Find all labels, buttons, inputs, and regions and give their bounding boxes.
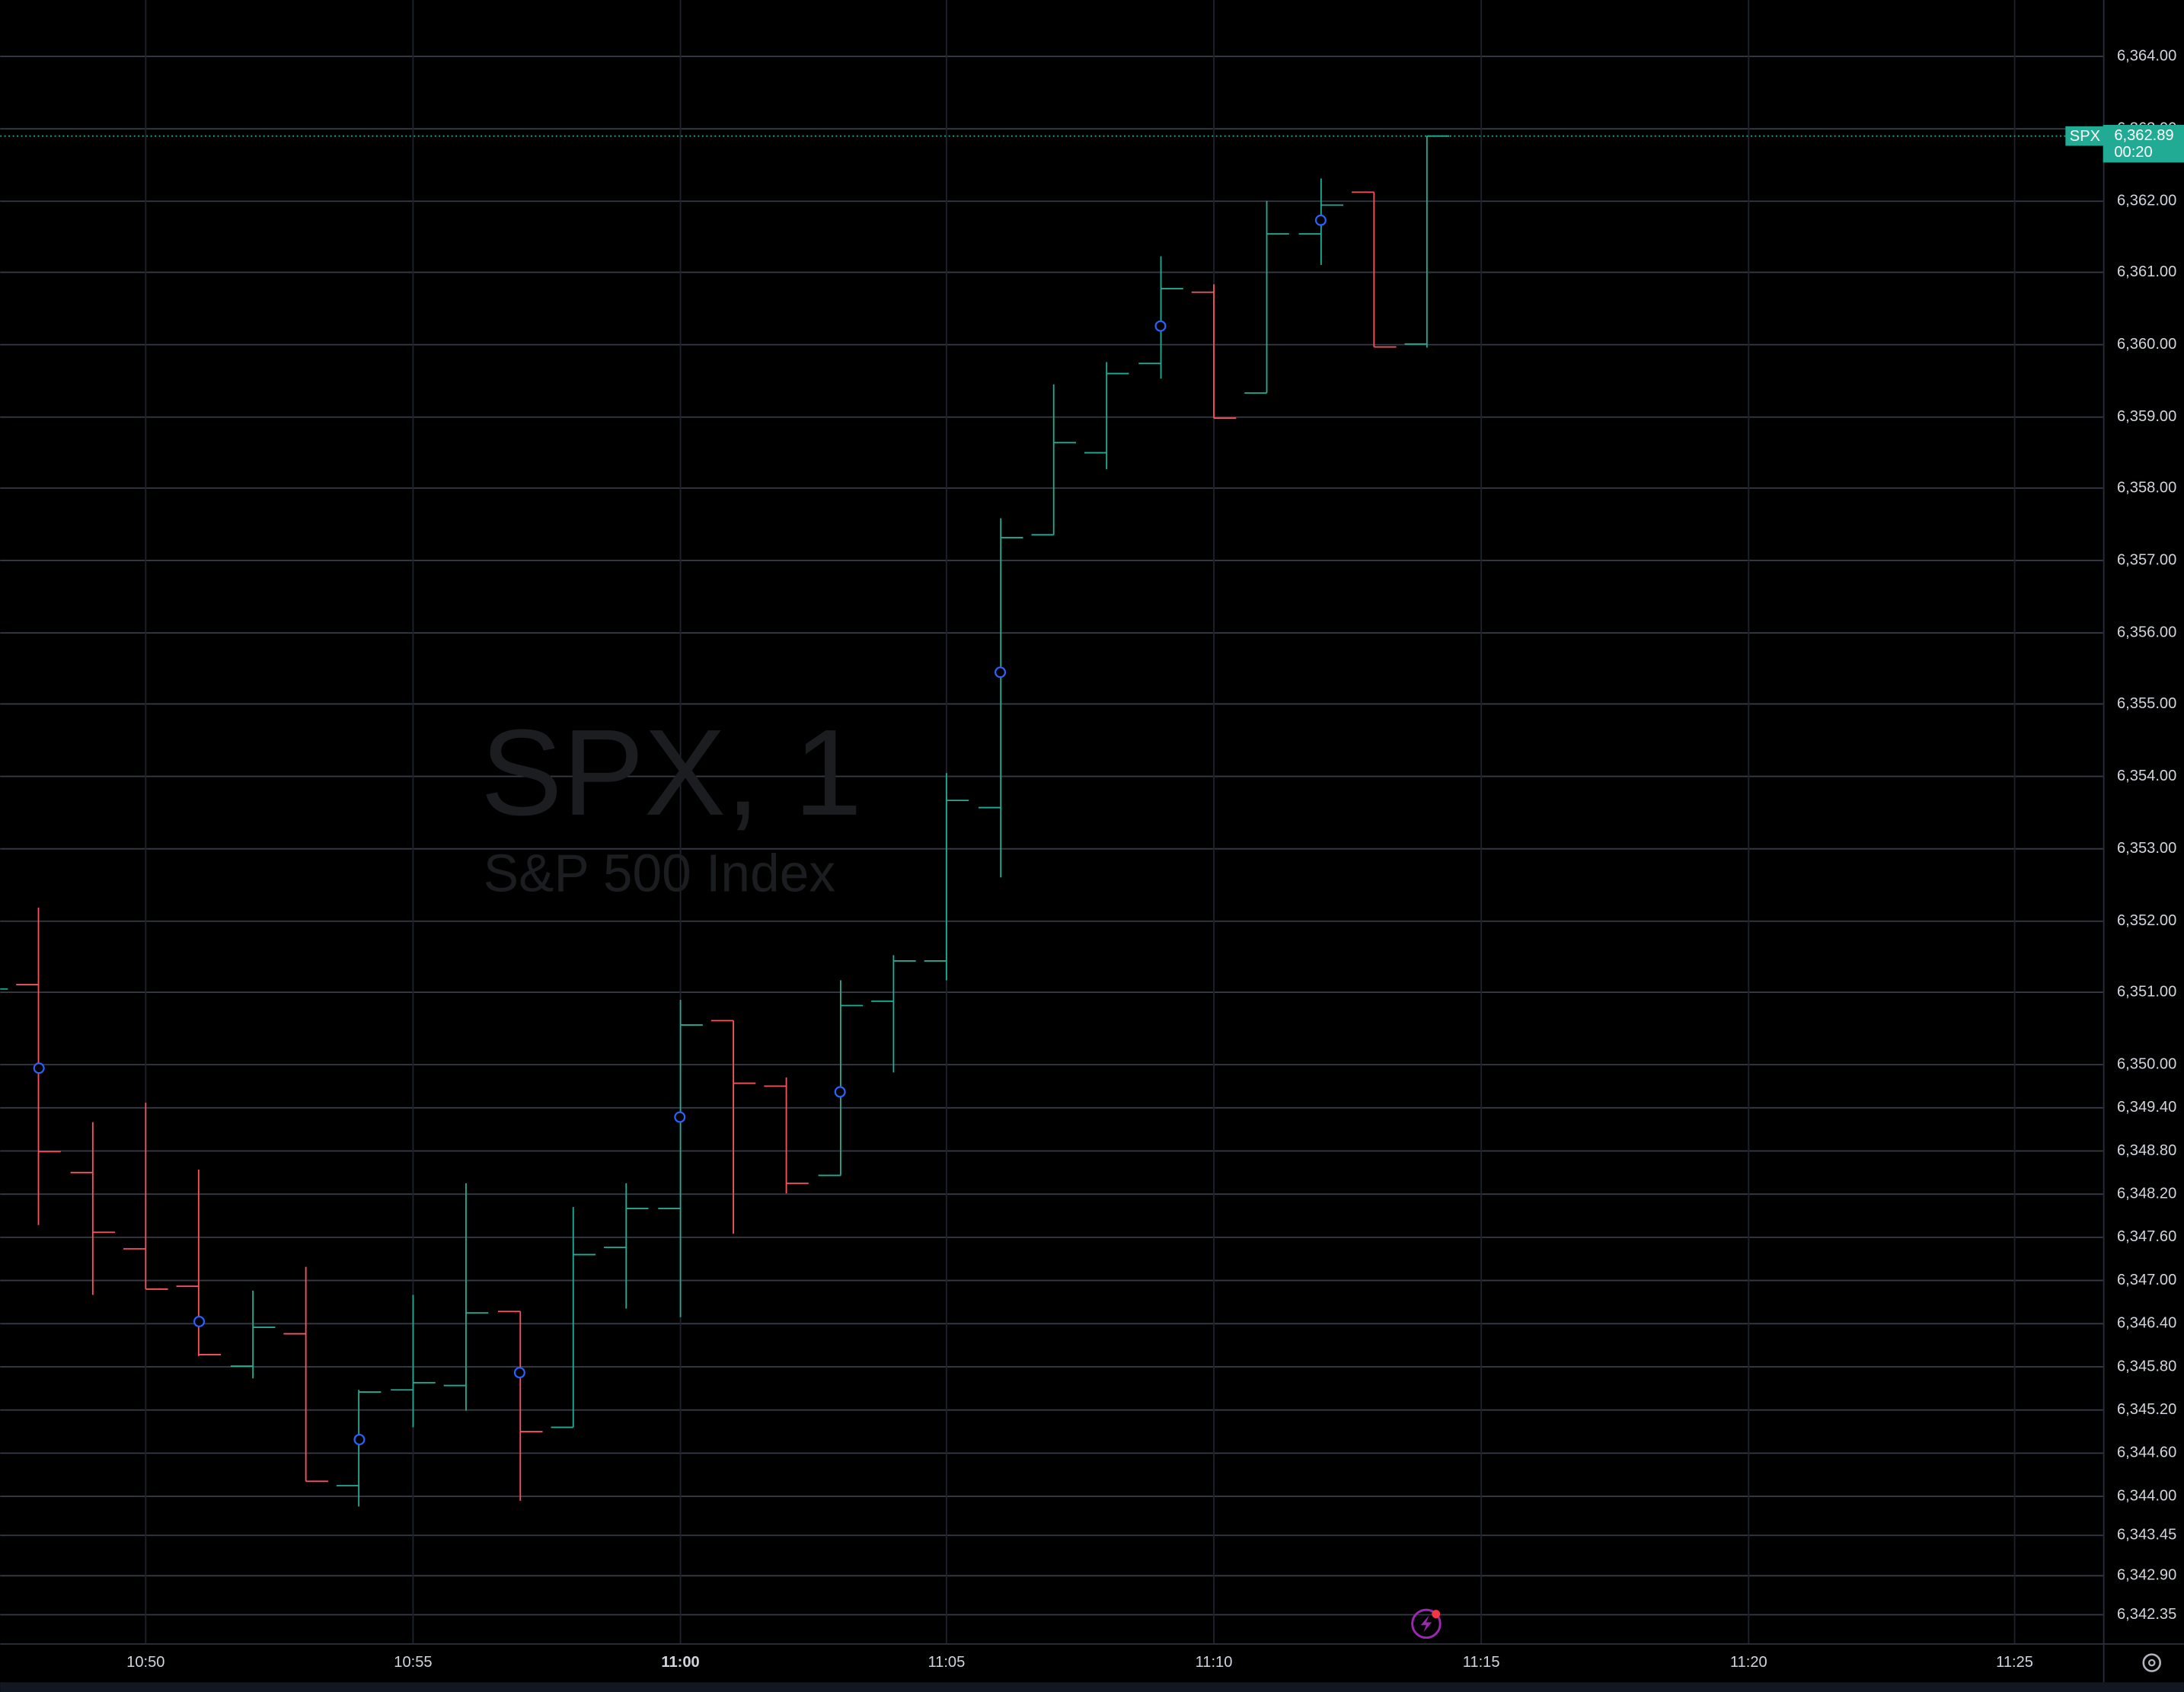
ohlc-bar xyxy=(498,1311,543,1501)
y-tick-label: 6,357.00 xyxy=(2117,551,2176,568)
axes: 6,342.35 6,342.90 6,343.45 6,344.00 6,344.60… xyxy=(126,47,2184,1671)
gear-center xyxy=(2147,1658,2156,1667)
watermark-subtitle: S&P 500 Index xyxy=(484,843,835,902)
y-tick-label: 6,355.00 xyxy=(2117,695,2176,712)
y-tick-label: 6,358.00 xyxy=(2117,479,2176,496)
y-tick-label: 6,342.35 xyxy=(2117,1606,2176,1623)
y-tick-label: 6,346.40 xyxy=(2117,1315,2176,1332)
ohlc-bar xyxy=(443,1183,489,1411)
notification-dot xyxy=(1432,1610,1441,1619)
lightning-button[interactable] xyxy=(1411,1608,1442,1639)
ohlc-bar xyxy=(391,1295,436,1428)
marker xyxy=(834,1086,846,1098)
ohlc-bar xyxy=(658,999,703,1317)
y-tick-label: 6,364.00 xyxy=(2117,47,2176,64)
marker xyxy=(33,1062,45,1074)
y-tick-label: 6,348.80 xyxy=(2117,1142,2176,1159)
ohlc-bar xyxy=(123,1103,168,1290)
y-tick-label: 6,347.60 xyxy=(2117,1228,2176,1245)
y-tick-label: 6,362.00 xyxy=(2117,193,2176,209)
marker xyxy=(1314,214,1327,226)
ohlc-bar xyxy=(1352,191,1397,348)
marker xyxy=(193,1315,206,1327)
y-tick-label: 6,342.90 xyxy=(2117,1567,2176,1584)
marker xyxy=(995,666,1007,678)
ohlc-bar xyxy=(1244,200,1289,394)
y-tick-label: 6,353.00 xyxy=(2117,840,2176,857)
ohlc-bar xyxy=(283,1266,328,1483)
y-tick-label: 6,359.00 xyxy=(2117,408,2176,425)
x-tick-label: 10:50 xyxy=(126,1654,164,1671)
x-tick-label: 11:25 xyxy=(1996,1654,2033,1671)
ohlc-bar xyxy=(1084,362,1129,470)
ohlc-bar xyxy=(0,988,8,990)
bottom-strip xyxy=(0,1682,2184,1692)
marker xyxy=(674,1111,686,1123)
x-tick-label: 10:55 xyxy=(394,1654,432,1671)
y-tick-label: 6,344.60 xyxy=(2117,1445,2176,1461)
y-tick-label: 6,347.00 xyxy=(2117,1272,2176,1288)
y-tick-label: 6,343.45 xyxy=(2117,1527,2176,1544)
y-tick-label: 6,350.00 xyxy=(2117,1055,2176,1072)
ohlc-bar xyxy=(818,980,864,1176)
ohlc-bar xyxy=(1138,256,1183,379)
price-label: 6,362.89 xyxy=(2114,127,2173,144)
price-badge xyxy=(2103,125,2184,163)
y-tick-label: 6,344.00 xyxy=(2117,1487,2176,1504)
x-tick-label: 11:10 xyxy=(1196,1654,1233,1671)
x-tick-label: 11:00 xyxy=(661,1654,699,1671)
ohlc-bar xyxy=(924,773,969,981)
ohlc-bar xyxy=(70,1122,116,1295)
marker xyxy=(1154,320,1167,332)
x-tick-label: 11:05 xyxy=(928,1654,965,1671)
marker xyxy=(353,1433,366,1445)
gear-icon xyxy=(2142,1653,2161,1672)
y-tick-label: 6,352.00 xyxy=(2117,912,2176,929)
y-tick-label: 6,361.00 xyxy=(2117,263,2176,280)
settings-button[interactable] xyxy=(2142,1653,2161,1672)
ohlc-bar xyxy=(1031,384,1076,536)
ohlc-bar xyxy=(764,1077,809,1194)
y-tick-label: 6,345.80 xyxy=(2117,1358,2176,1374)
grid xyxy=(0,0,2103,1643)
y-tick-label: 6,354.00 xyxy=(2117,768,2176,784)
ohlc-bar xyxy=(978,518,1023,878)
lightning-icon xyxy=(1420,1615,1432,1633)
countdown-label: 00:20 xyxy=(2114,144,2152,161)
ohlc-bar xyxy=(604,1183,649,1309)
ohlc-bar xyxy=(336,1390,382,1507)
x-tick-label: 11:15 xyxy=(1463,1654,1500,1671)
symbol-badge xyxy=(2065,126,2105,146)
ohlc-bar xyxy=(710,1020,756,1234)
plot-area xyxy=(0,135,2103,1507)
y-tick-label: 6,360.00 xyxy=(2117,336,2176,353)
ohlc-bar xyxy=(230,1290,276,1379)
ohlc-bar xyxy=(551,1207,596,1429)
y-tick-label: 6,345.20 xyxy=(2117,1401,2176,1418)
y-tick-label: 6,351.00 xyxy=(2117,983,2176,1000)
x-tick-label: 11:20 xyxy=(1730,1654,1767,1671)
ohlc-bar xyxy=(1191,284,1237,420)
watermark-title: SPX, 1 xyxy=(481,704,862,841)
y-tick-label: 6,348.20 xyxy=(2117,1186,2176,1202)
marker xyxy=(513,1367,525,1379)
lightning-ring xyxy=(1411,1608,1442,1639)
y-tick-label: 6,356.00 xyxy=(2117,624,2176,641)
ohlc-bar xyxy=(871,955,916,1073)
y-tick-label: 6,349.40 xyxy=(2117,1099,2176,1116)
symbol-label: SPX xyxy=(2070,128,2100,145)
